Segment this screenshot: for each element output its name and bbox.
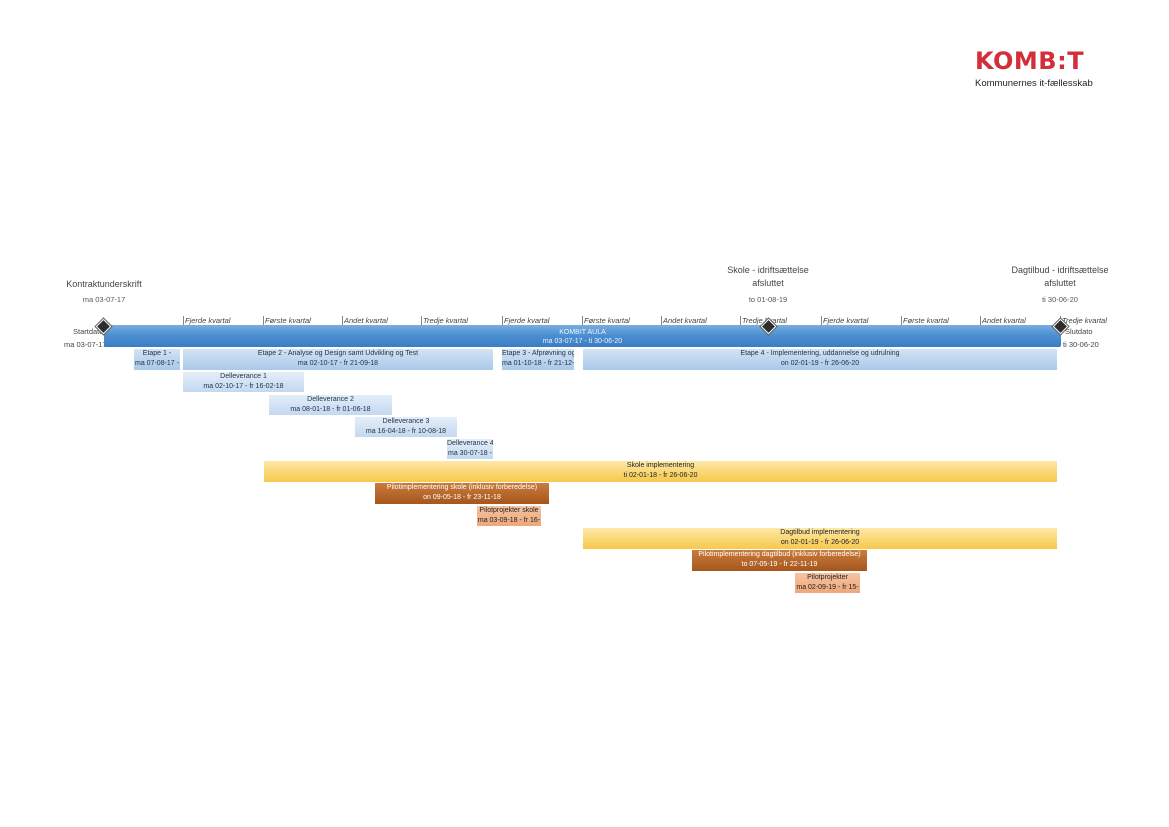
task-dates: ma 03-09-18 - fr 16- — [477, 517, 541, 524]
quarter-tick — [901, 316, 902, 326]
end-date: ti 30-06-20 — [1063, 340, 1099, 349]
main-bar-name: KOMBIT AULA — [559, 329, 606, 336]
task-dates: ma 07-08-17 - — [135, 360, 179, 367]
task-dates: on 02-01-19 - fr 26-06-20 — [780, 539, 860, 546]
main-bar-dates: ma 03-07-17 - ti 30-06-20 — [542, 338, 623, 345]
task-name: Delleverance 1 — [220, 373, 267, 380]
task-bar-etape-3[interactable]: Etape 3 - Afprøvning og ma 01-10-18 - fr… — [502, 349, 574, 370]
quarter-tick — [183, 316, 184, 326]
task-name: Etape 1 - — [142, 350, 172, 357]
start-label: Startdato — [73, 327, 104, 336]
task-name: Delleverance 4 — [447, 440, 493, 447]
task-name: Delleverance 3 — [382, 418, 430, 425]
logo-wordmark: KOMB:T — [975, 47, 1085, 75]
task-dates: on 09-05-18 - fr 23-11-18 — [423, 494, 501, 501]
quarter-tick — [582, 316, 583, 326]
milestone-daycare-date: ti 30-06-20 — [1042, 295, 1078, 304]
quarter-label: Andet kvartal — [344, 316, 388, 325]
end-label: Slutdato — [1065, 327, 1093, 336]
quarter-label: Fjerde kvartal — [504, 316, 550, 325]
task-bar-etape-4[interactable]: Etape 4 - Implementering, uddannelse og … — [583, 349, 1057, 370]
logo-tagline: Kommunernes it-fællesskab — [975, 78, 1093, 89]
milestone-daycare-title: Dagtilbud - idriftsættelse afsluttet — [1011, 265, 1109, 288]
quarter-label: Tredje kvartal — [1062, 316, 1107, 325]
task-dates: ti 02-01-18 - fr 26-06-20 — [623, 472, 698, 479]
quarter-tick — [421, 316, 422, 326]
task-dates: on 02-01-19 - fr 26-06-20 — [780, 360, 860, 367]
task-name: Pilotimplementering dagtilbud (inklusiv … — [698, 551, 861, 558]
task-name: Etape 2 - Analyse og Design samt Udvikli… — [257, 350, 419, 357]
task-bar-dagtilbud-implementering[interactable]: Dagtilbud implementering on 02-01-19 - f… — [583, 528, 1057, 549]
quarter-label: Første kvartal — [265, 316, 311, 325]
task-bar-delleverance-1[interactable]: Delleverance 1 ma 02-10-17 - fr 16-02-18 — [183, 372, 304, 392]
quarter-tick — [740, 316, 741, 326]
quarter-label: Andet kvartal — [982, 316, 1026, 325]
task-name: Etape 4 - Implementering, uddannelse og … — [740, 350, 900, 357]
quarter-tick — [342, 316, 343, 326]
task-bar-delleverance-3[interactable]: Delleverance 3 ma 16-04-18 - fr 10-08-18 — [355, 417, 457, 437]
milestone-contract-title: Kontraktunderskrift — [66, 279, 142, 289]
task-name: Skole implementering — [626, 462, 695, 469]
task-bar-etape-1[interactable]: Etape 1 - ma 07-08-17 - — [134, 349, 180, 370]
quarter-tick — [661, 316, 662, 326]
task-dates: ma 01-10-18 - fr 21-12- — [502, 360, 574, 367]
task-dates: ma 08-01-18 - fr 01-06-18 — [290, 406, 371, 413]
task-bar-delleverance-4[interactable]: Delleverance 4 ma 30-07-18 - — [447, 439, 493, 459]
task-bar-pilot-skole[interactable]: Pilotimplementering skole (inklusiv forb… — [375, 483, 549, 504]
task-name: Pilotprojekter — [807, 574, 848, 581]
task-bar-etape-2[interactable]: Etape 2 - Analyse og Design samt Udvikli… — [183, 349, 493, 370]
task-name: Delleverance 2 — [307, 396, 354, 403]
quarter-label: Fjerde kvartal — [185, 316, 231, 325]
quarter-label: Første kvartal — [584, 316, 630, 325]
quarter-label: Tredje kvartal — [742, 316, 787, 325]
milestone-school-title: Skole - idriftsættelse afsluttet — [727, 265, 809, 288]
task-dates: ma 02-09-19 - fr 15- — [796, 584, 859, 591]
timeline-main-bar[interactable]: KOMBIT AULA ma 03-07-17 - ti 30-06-20 — [104, 325, 1061, 347]
task-bar-delleverance-2[interactable]: Delleverance 2 ma 08-01-18 - fr 01-06-18 — [269, 395, 392, 415]
task-bar-pilot-dagtilbud[interactable]: Pilotimplementering dagtilbud (inklusiv … — [692, 550, 867, 571]
task-bar-pilotprojekter-dagtilbud[interactable]: Pilotprojekter ma 02-09-19 - fr 15- — [795, 573, 860, 593]
milestone-school-date: to 01-08-19 — [748, 295, 788, 304]
task-dates: ma 02-10-17 - fr 16-02-18 — [203, 383, 284, 390]
quarter-label: Tredje kvartal — [423, 316, 468, 325]
quarter-tick — [263, 316, 264, 326]
start-date: ma 03-07-17 — [64, 340, 107, 349]
task-name: Pilotimplementering skole (inklusiv forb… — [386, 484, 538, 491]
task-dates: ma 02-10-17 - fr 21-09-18 — [297, 360, 379, 367]
task-name: Etape 3 - Afprøvning og — [502, 350, 574, 357]
quarter-tick — [980, 316, 981, 326]
quarter-tick — [821, 316, 822, 326]
task-bar-skole-implementering[interactable]: Skole implementering ti 02-01-18 - fr 26… — [264, 461, 1057, 482]
kombit-logo: KOMB:T Kommunernes it-fællesskab — [975, 48, 1100, 89]
task-bar-pilotprojekter-skole[interactable]: Pilotprojekter skole ma 03-09-18 - fr 16… — [477, 506, 541, 526]
task-dates: ma 16-04-18 - fr 10-08-18 — [365, 428, 447, 435]
quarter-tick — [502, 316, 503, 326]
task-dates: ma 30-07-18 - — [448, 450, 492, 457]
task-name: Pilotprojekter skole — [479, 507, 539, 514]
quarter-label: Første kvartal — [903, 316, 949, 325]
quarter-label: Fjerde kvartal — [823, 316, 869, 325]
milestone-contract-date: ma 03-07-17 — [82, 295, 126, 304]
task-name: Dagtilbud implementering — [780, 529, 860, 536]
quarter-label: Andet kvartal — [663, 316, 707, 325]
task-dates: to 07-05-19 - fr 22-11-19 — [741, 561, 818, 568]
